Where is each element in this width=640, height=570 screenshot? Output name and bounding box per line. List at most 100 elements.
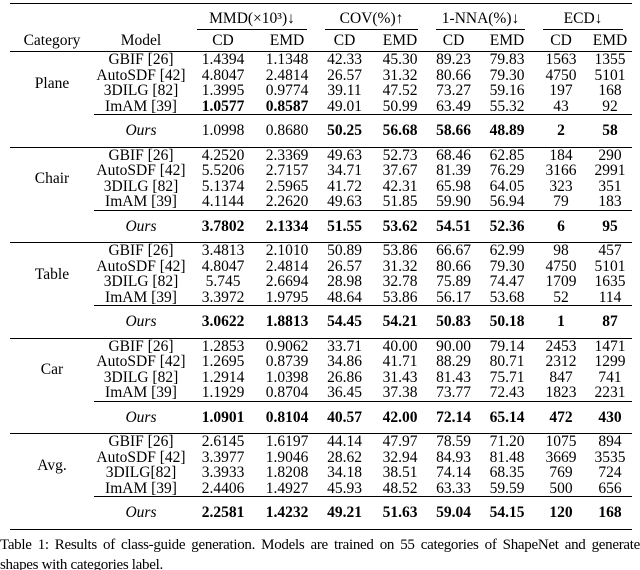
value-cell: 65.98 xyxy=(436,177,471,195)
value-cell: 724 xyxy=(598,464,622,481)
col-header-cov-emd: EMD xyxy=(373,30,428,52)
value-cell: 79 xyxy=(553,193,569,210)
ours-row: Ours 1.0901 0.8104 40.57 42.00 72.14 65.14 472 4… xyxy=(10,400,633,434)
model-cell: GBIF [26] xyxy=(108,242,174,259)
value-cell: 2.2620 xyxy=(265,193,309,210)
value-cell: 80.71 xyxy=(489,353,525,370)
value-cell: 65.14 xyxy=(480,400,535,434)
col-header-ecd-cd: CD xyxy=(534,30,589,52)
model-cell: GBIF [26] xyxy=(108,337,174,355)
value-cell: 80.66 xyxy=(436,66,471,84)
value-cell: 88.29 xyxy=(436,353,471,370)
value-cell: 63.33 xyxy=(436,479,471,497)
col-header-category: Category xyxy=(10,3,94,52)
value-cell: 2312 xyxy=(545,353,577,370)
model-row: ImAM [39] 3.3972 1.9795 48.64 53.86 56.17 53.6… xyxy=(10,288,632,306)
value-cell: 1.2914 xyxy=(201,368,245,386)
value-cell: 74.14 xyxy=(436,464,471,481)
value-cell: 3669 xyxy=(545,448,577,466)
value-cell: 2.3369 xyxy=(265,146,309,164)
header-group-row: Category Model MMD(×10³)↓ COV(%)↑ 1-NNA(… xyxy=(10,3,632,52)
value-cell: 2.5965 xyxy=(265,177,309,195)
value-cell: 45.30 xyxy=(382,51,418,68)
col-header-1nna-emd: EMD xyxy=(480,30,535,52)
value-cell: 1.2695 xyxy=(201,353,245,370)
value-cell: 48.64 xyxy=(327,288,362,306)
value-cell: 1.0577 xyxy=(201,97,245,115)
group-label-cov: COV(%)↑ xyxy=(325,10,419,30)
value-cell: 5.745 xyxy=(205,273,241,290)
value-cell: 34.18 xyxy=(327,464,362,481)
value-cell: 73.27 xyxy=(436,82,471,99)
col-header-ecd-emd: EMD xyxy=(588,30,633,52)
col-header-cov-cd: CD xyxy=(316,30,374,52)
value-cell: 51.85 xyxy=(382,193,418,210)
value-cell: 33.71 xyxy=(327,337,362,355)
model-cell: 3DILG [82] xyxy=(103,273,179,290)
value-cell: 0.9062 xyxy=(265,337,309,355)
value-cell: 183 xyxy=(598,193,622,210)
value-cell: 56.68 xyxy=(373,114,428,148)
value-cell: 4.1144 xyxy=(201,193,245,210)
model-row: 3DILG [82] 5.1374 2.5965 41.72 42.31 65.98 64.… xyxy=(10,177,632,195)
value-cell: 38.51 xyxy=(382,464,418,481)
spacer-cell xyxy=(10,496,94,530)
value-cell: 1563 xyxy=(545,51,577,68)
value-cell: 0.8739 xyxy=(265,353,309,370)
value-cell: 71.20 xyxy=(489,433,525,450)
value-cell: 75.89 xyxy=(436,273,471,290)
model-cell: ImAM [39] xyxy=(105,479,177,497)
model-cell: Ours xyxy=(94,305,188,339)
model-row: Chair GBIF [26] 4.2520 2.3369 49.63 52.73 68.4… xyxy=(10,146,632,186)
value-cell: 28.98 xyxy=(327,273,362,290)
col-header-mmd-cd: CD xyxy=(188,30,258,52)
spacer-cell xyxy=(10,114,94,148)
value-cell: 45.93 xyxy=(327,479,362,497)
value-cell: 168 xyxy=(598,82,622,99)
value-cell: 430 xyxy=(588,400,633,434)
results-table: Category Model MMD(×10³)↓ COV(%)↑ 1-NNA(… xyxy=(10,3,633,530)
value-cell: 34.86 xyxy=(327,353,362,370)
model-cell: 3DILG[82] xyxy=(105,464,177,481)
value-cell: 53.86 xyxy=(382,288,418,306)
value-cell: 0.8680 xyxy=(258,114,317,148)
value-cell: 0.8704 xyxy=(265,384,309,401)
model-row: ImAM [39] 2.4406 1.4927 45.93 48.52 63.33 59.5… xyxy=(10,479,632,497)
model-cell: GBIF [26] xyxy=(108,51,174,68)
col-group-ecd: ECD↓ xyxy=(534,4,632,30)
value-cell: 26.57 xyxy=(327,257,362,275)
model-cell: Ours xyxy=(94,400,188,434)
value-cell: 290 xyxy=(598,146,622,164)
value-cell: 5101 xyxy=(594,257,626,275)
value-cell: 1355 xyxy=(594,51,626,68)
value-cell: 2991 xyxy=(594,162,626,179)
value-cell: 1.2853 xyxy=(201,337,245,355)
value-cell: 2.6145 xyxy=(201,433,245,450)
section-table: Table GBIF [26] 3.4813 2.1010 50.89 53.86 66.6… xyxy=(10,242,633,339)
value-cell: 3.0622 xyxy=(188,305,258,339)
value-cell: 2.2581 xyxy=(188,496,258,530)
value-cell: 32.78 xyxy=(382,273,418,290)
value-cell: 47.97 xyxy=(382,433,418,450)
value-cell: 66.67 xyxy=(436,242,471,259)
table-header: Category Model MMD(×10³)↓ COV(%)↑ 1-NNA(… xyxy=(10,3,633,52)
value-cell: 79.30 xyxy=(489,257,525,275)
value-cell: 79.30 xyxy=(489,66,525,84)
section-plane: Plane GBIF [26] 1.4394 1.1348 42.33 45.30 89.2… xyxy=(10,51,633,148)
spacer-cell xyxy=(10,305,94,339)
value-cell: 95 xyxy=(588,209,633,243)
model-cell: AutoSDF [42] xyxy=(96,353,186,370)
value-cell: 2.6694 xyxy=(265,273,309,290)
value-cell: 2453 xyxy=(545,337,577,355)
col-header-model: Model xyxy=(94,3,188,52)
value-cell: 1.0901 xyxy=(188,400,258,434)
value-cell: 1635 xyxy=(594,273,626,290)
value-cell: 63.49 xyxy=(436,97,471,115)
col-group-mmd: MMD(×10³)↓ xyxy=(188,4,316,30)
model-cell: 3DILG [82] xyxy=(103,82,179,99)
value-cell: 50.89 xyxy=(327,242,362,259)
value-cell: 28.62 xyxy=(327,448,362,466)
value-cell: 1471 xyxy=(594,337,626,355)
value-cell: 3.7802 xyxy=(188,209,258,243)
